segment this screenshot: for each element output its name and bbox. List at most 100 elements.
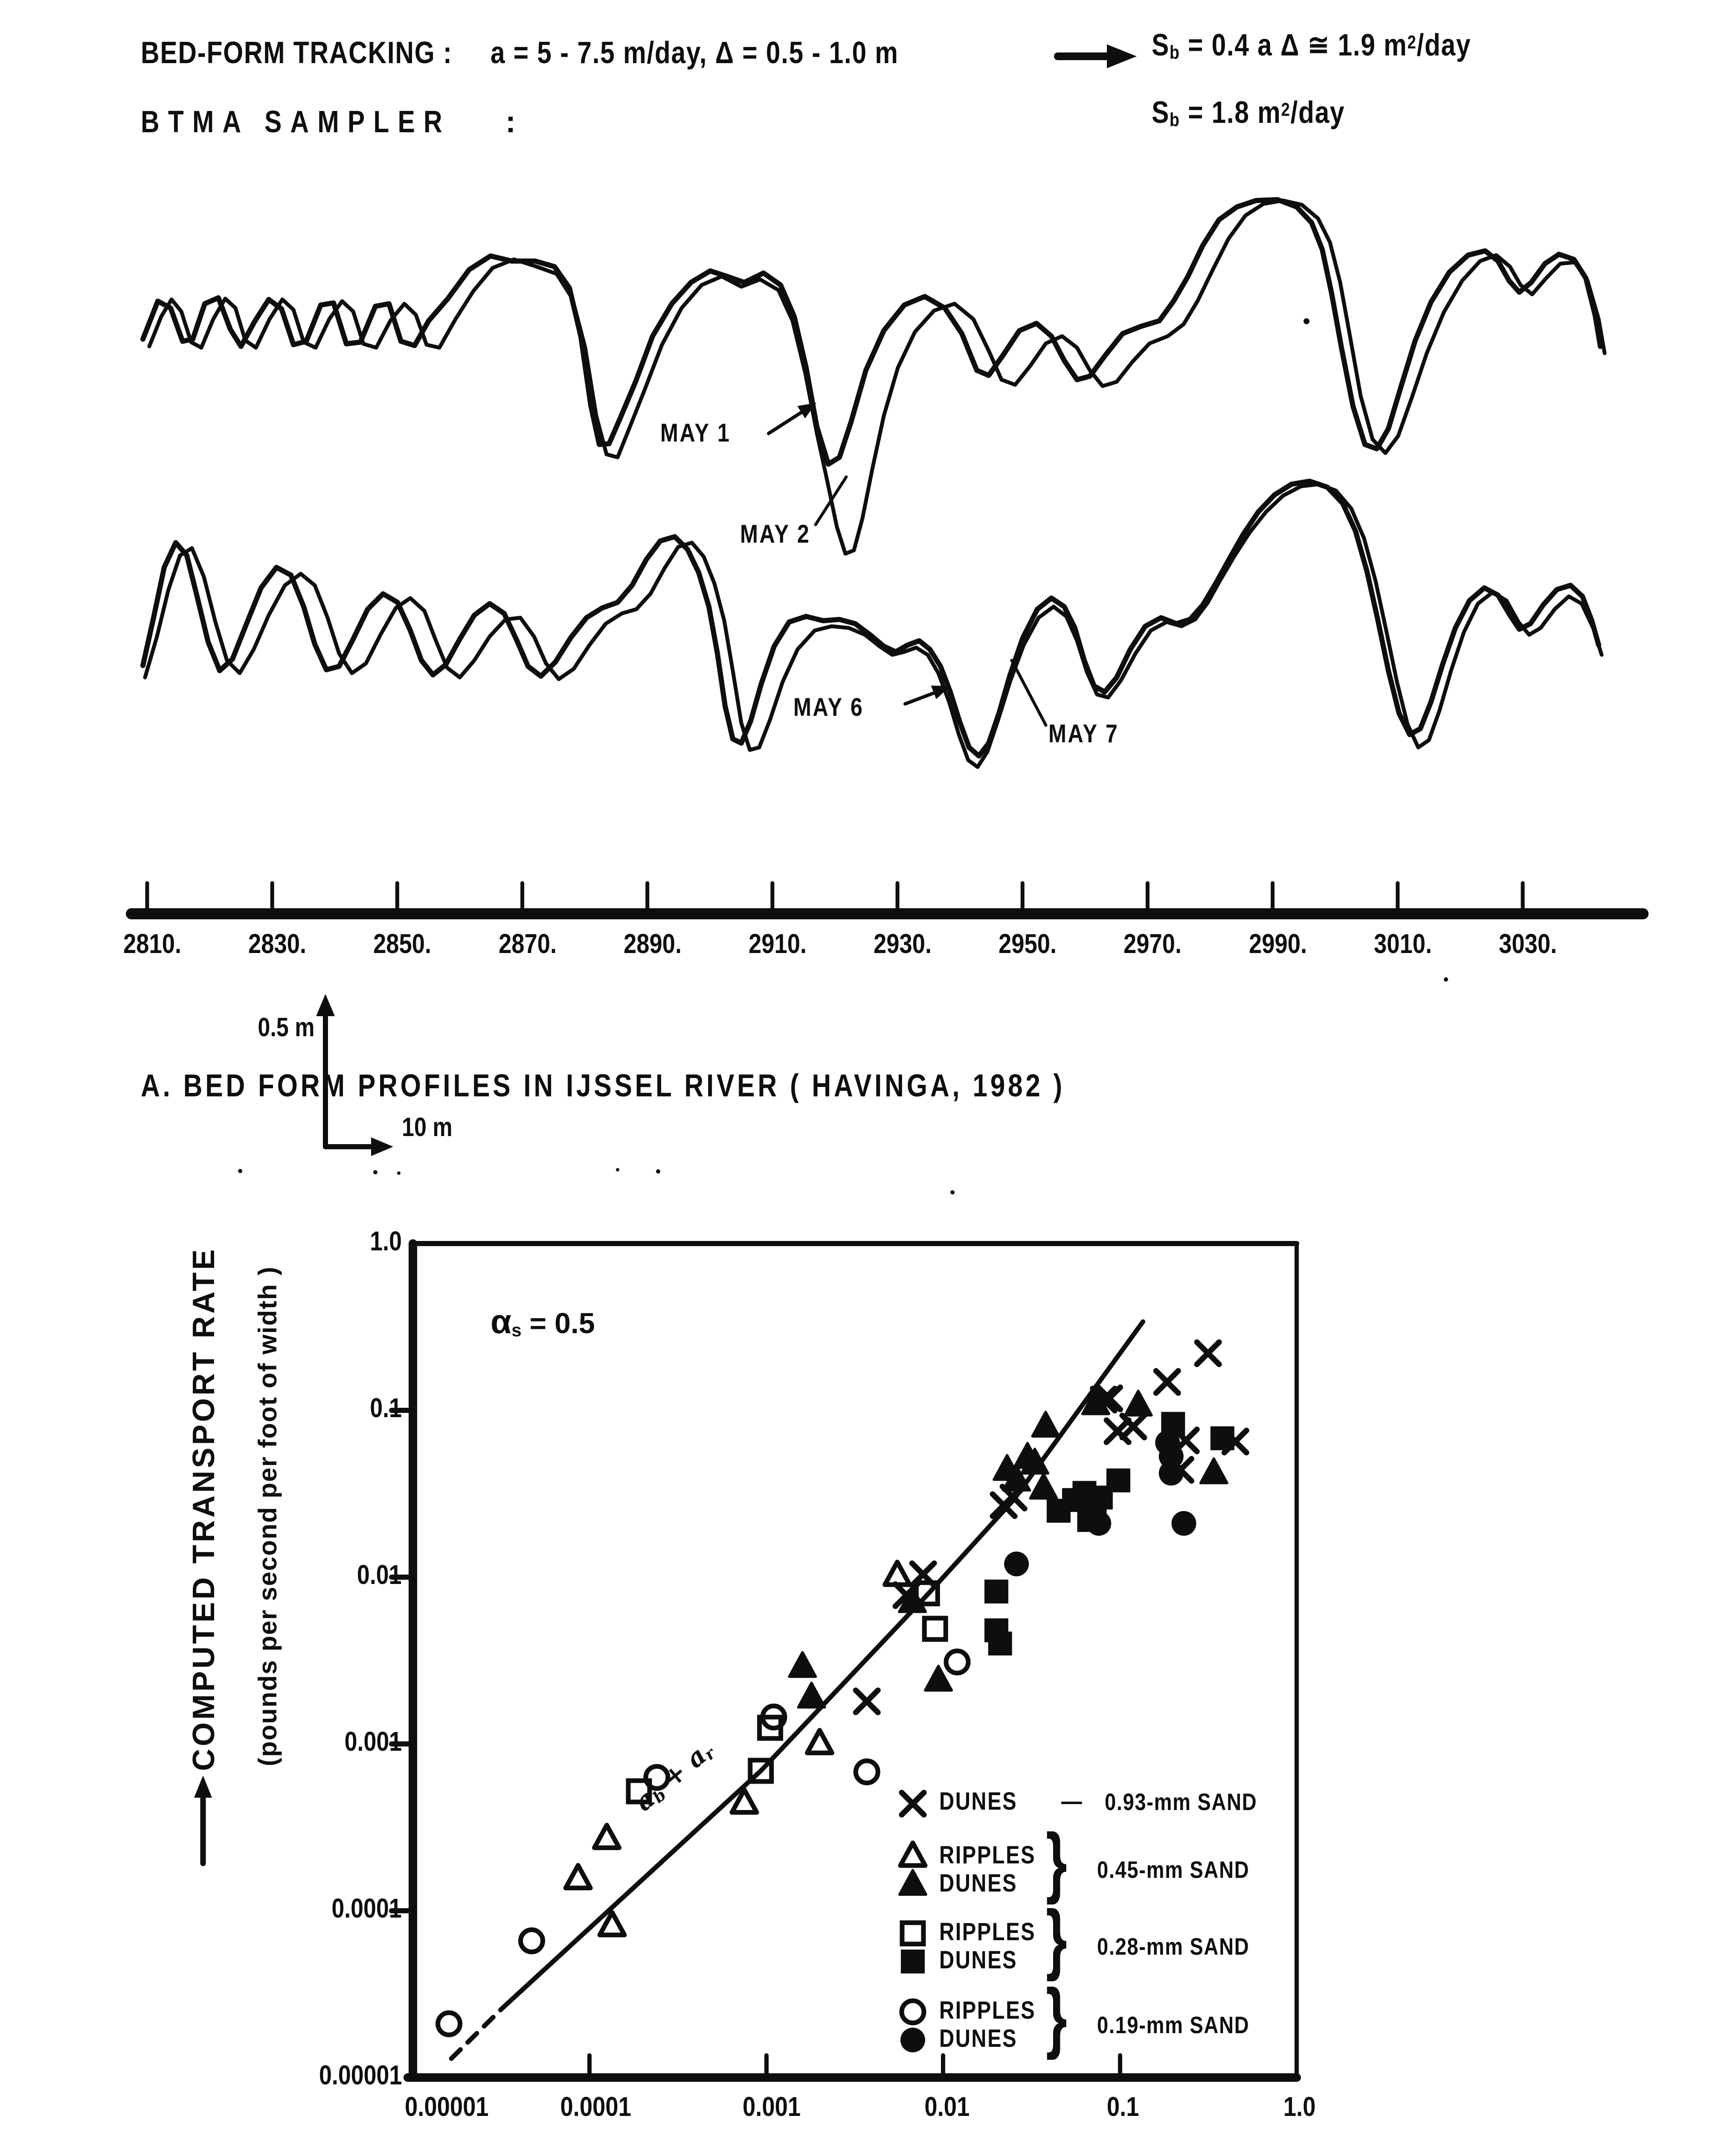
profile-axis-tick-label: 2810. xyxy=(123,928,182,959)
legend-label: RIPPLES xyxy=(939,1996,1036,2024)
y-title-arrowhead-icon xyxy=(194,1776,212,1798)
header-btma-colon: : xyxy=(505,105,516,139)
alpha-annotation: αs = 0.5 xyxy=(491,1305,595,1340)
legend-x-icon xyxy=(899,1790,927,1818)
sb-unit: /day xyxy=(1417,28,1472,62)
vertical-scale-label: 0.5 m xyxy=(258,1013,315,1042)
sb-exponent: 2 xyxy=(1407,32,1417,53)
scatter-point-circle-open xyxy=(643,1764,671,1791)
header-tracking-label: BED-FORM TRACKING : xyxy=(141,36,453,70)
legend-square-filled-icon xyxy=(901,1950,925,1973)
legend-sand-label: 0.93-mm SAND xyxy=(1105,1788,1257,1815)
profile-axis-tick-label: 2970. xyxy=(1123,928,1182,959)
legend-circle-filled-icon xyxy=(900,2028,925,2052)
legend-triangle-filled-icon xyxy=(898,1869,927,1896)
header-arrowhead-icon xyxy=(1107,44,1137,68)
scatter-point-triangle-filled xyxy=(1002,1465,1031,1492)
scatter-point-circle-filled xyxy=(1086,1511,1112,1536)
x-tick-label: 0.1 xyxy=(1106,2091,1139,2122)
legend-label: RIPPLES xyxy=(939,1841,1036,1869)
scatter-point-square-open xyxy=(748,1758,774,1784)
x-tick-label: 0.01 xyxy=(924,2091,970,2122)
scatter-point-triangle-filled xyxy=(1031,1410,1060,1438)
legend-sand-label: 0.28-mm SAND xyxy=(1097,1933,1250,1960)
horizontal-scale-label: 10 m xyxy=(402,1113,453,1142)
may7-label: MAY 7 xyxy=(1048,719,1119,748)
may6-arrowhead-icon xyxy=(931,686,950,699)
scan-speck xyxy=(1444,977,1448,982)
may6-arrow xyxy=(903,690,938,706)
y-tick-label: 0.1 xyxy=(370,1392,402,1423)
legend-square-open-icon xyxy=(900,1920,926,1947)
sb-symbol: S xyxy=(1152,28,1170,62)
legend-triangle-open-icon xyxy=(898,1840,928,1868)
scatter-point-circle-filled xyxy=(1158,1461,1184,1486)
caption-a: A. BED FORM PROFILES IN IJSSEL RIVER ( H… xyxy=(141,1068,1065,1103)
scatter-point-triangle-filled xyxy=(788,1651,817,1678)
x-tick-label: 0.0001 xyxy=(560,2091,632,2122)
legend-brace: } xyxy=(1046,1894,1067,1982)
header-sb-formula-1: Sb = 0.4 a Δ ≅ 1.9 m2/day xyxy=(1152,30,1471,63)
legend-label: DUNES xyxy=(939,1869,1018,1897)
profile-axis-tick-label: 2990. xyxy=(1248,928,1307,959)
scatter-point-triangle-filled xyxy=(1199,1457,1228,1485)
profile-axis-tick-label: 2930. xyxy=(874,928,932,959)
alpha-subscript: s xyxy=(511,1320,522,1340)
x-tick-label: 1.0 xyxy=(1283,2091,1316,2122)
scatter-point-square-filled xyxy=(1106,1468,1130,1493)
scatter-point-square-open xyxy=(922,1616,948,1642)
profile-axis-tick-label: 2890. xyxy=(623,928,682,959)
legend-brace: } xyxy=(1046,1817,1067,1905)
agreement-line xyxy=(499,1319,1146,2011)
y-tick-label: 0.01 xyxy=(357,1559,402,1590)
legend-sand-label: 0.45-mm SAND xyxy=(1097,1856,1250,1883)
scatter-point-x xyxy=(1119,1412,1147,1441)
sb-equation: = 1.8 m xyxy=(1180,96,1281,130)
scatter-point-triangle-open xyxy=(729,1787,759,1815)
sb-equation: = 0.4 a Δ ≅ 1.9 m xyxy=(1180,28,1408,62)
scatter-point-circle-open xyxy=(943,1648,971,1676)
header-btma-label: BTMA SAMPLER xyxy=(141,105,451,139)
scatter-point-triangle-filled xyxy=(797,1682,826,1709)
scatter-point-triangle-open xyxy=(597,1910,627,1938)
sb-symbol: S xyxy=(1152,96,1170,130)
y-tick-label: 0.0001 xyxy=(331,1893,402,1924)
scatter-point-square-filled xyxy=(984,1579,1008,1604)
profile-curve-may1 xyxy=(140,197,1603,467)
may6-label: MAY 6 xyxy=(793,693,864,721)
y-axis-title: COMPUTED TRANSPORT RATE xyxy=(187,1247,221,1771)
legend-circle-open-icon xyxy=(899,1998,926,2025)
scan-speck xyxy=(950,1190,955,1194)
scatter-point-triangle-filled xyxy=(924,1665,953,1692)
y-tick-label: 1.0 xyxy=(370,1226,402,1256)
scan-speck xyxy=(238,1169,242,1173)
scan-speck xyxy=(397,1171,401,1175)
scatter-point-x xyxy=(1103,1417,1132,1445)
may1-label: MAY 1 xyxy=(660,418,731,447)
legend-dash: — xyxy=(1061,1787,1082,1815)
scatter-point-circle-open xyxy=(853,1758,880,1785)
sb-subscript: b xyxy=(1170,110,1180,131)
scatter-point-circle-open xyxy=(518,1927,546,1955)
profile-curve-may7 xyxy=(143,482,1604,769)
legend-label: RIPPLES xyxy=(939,1918,1036,1946)
profile-curve-may2 xyxy=(147,198,1607,556)
scatter-point-x xyxy=(853,1687,881,1715)
scatter-point-circle-filled xyxy=(1004,1552,1029,1577)
x-tick-label: 0.001 xyxy=(742,2091,801,2122)
scatter-point-triangle-open xyxy=(592,1822,622,1850)
scatter-point-triangle-open xyxy=(805,1728,835,1755)
profile-axis-tick-label: 2950. xyxy=(999,928,1057,959)
scatter-point-triangle-filled xyxy=(1123,1389,1153,1417)
scatter-point-square-open xyxy=(914,1580,940,1607)
alpha-symbol: α xyxy=(491,1302,512,1340)
scan-speck xyxy=(1303,318,1309,324)
scatter-point-square-filled xyxy=(988,1631,1012,1656)
scatter-point-x xyxy=(1153,1368,1181,1396)
scatter-point-triangle-filled xyxy=(1020,1447,1050,1475)
x-tick-label: 0.00001 xyxy=(405,2091,489,2122)
legend-label: DUNES xyxy=(939,2025,1018,2052)
may1-arrowhead-icon xyxy=(797,403,816,418)
scatter-point-triangle-open xyxy=(563,1863,593,1891)
